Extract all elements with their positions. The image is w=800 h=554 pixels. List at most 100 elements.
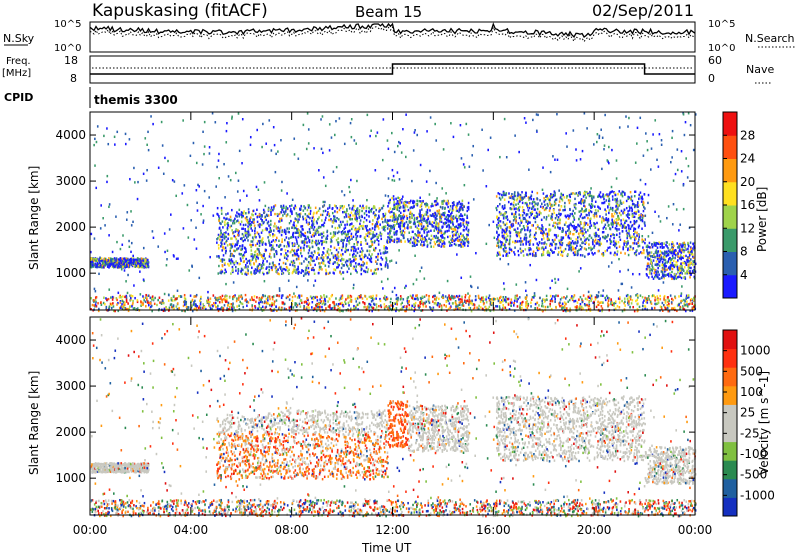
data-point: [596, 242, 599, 245]
data-point: [668, 258, 670, 261]
data-point: [269, 244, 271, 247]
data-point: [447, 218, 450, 222]
data-point: [495, 195, 498, 198]
data-point: [244, 216, 247, 220]
data-point: [463, 183, 466, 187]
data-point: [263, 220, 265, 224]
data-point: [535, 278, 538, 282]
data-point: [349, 218, 352, 221]
data-point: [322, 223, 325, 227]
data-point: [219, 221, 221, 225]
data-point: [515, 221, 517, 224]
data-point: [499, 241, 502, 244]
data-point: [502, 229, 505, 232]
data-point: [403, 227, 406, 230]
data-point: [578, 201, 580, 205]
data-point: [300, 262, 303, 265]
data-point: [353, 208, 355, 212]
data-point: [514, 134, 516, 137]
data-point: [409, 217, 411, 220]
data-point: [293, 252, 296, 255]
data-point: [510, 195, 513, 198]
data-point: [250, 223, 253, 227]
data-point: [350, 246, 353, 249]
data-point: [273, 207, 275, 210]
data-point: [671, 270, 673, 274]
data-point: [221, 258, 224, 261]
data-point: [651, 269, 654, 272]
data-point: [339, 271, 341, 274]
data-point: [638, 235, 641, 239]
data-point: [560, 249, 562, 252]
data-point: [657, 250, 660, 253]
data-point: [95, 186, 98, 190]
data-point: [241, 268, 244, 272]
data-point: [516, 232, 518, 235]
data-point: [443, 211, 446, 215]
data-point: [417, 215, 419, 219]
data-point: [240, 267, 243, 271]
data-point: [374, 224, 376, 227]
data-point: [554, 191, 556, 195]
data-point: [689, 270, 691, 273]
data-point: [359, 204, 361, 208]
data-point: [656, 255, 658, 259]
data-point: [106, 180, 108, 184]
data-point: [384, 250, 387, 253]
data-point: [250, 227, 252, 230]
data-point: [396, 204, 399, 207]
data-point: [391, 227, 393, 230]
data-point: [402, 217, 405, 220]
data-point: [342, 239, 345, 242]
data-point: [244, 231, 247, 235]
data-point: [262, 266, 264, 270]
data-point: [669, 256, 671, 260]
data-point: [439, 217, 441, 220]
data-point: [529, 229, 532, 232]
data-point: [163, 232, 166, 235]
data-point: [669, 266, 672, 270]
data-point: [300, 234, 303, 237]
data-point: [548, 228, 550, 231]
data-point: [385, 251, 387, 254]
data-point: [372, 235, 375, 239]
data-point: [130, 262, 133, 265]
data-point: [500, 241, 503, 244]
data-point: [625, 199, 628, 203]
data-point: [547, 233, 549, 236]
data-point: [462, 240, 465, 243]
data-point: [540, 218, 543, 222]
data-point: [580, 248, 582, 251]
data-point: [426, 224, 429, 228]
data-point: [136, 262, 139, 265]
data-point: [603, 144, 606, 147]
data-point: [656, 242, 658, 245]
data-point: [370, 229, 372, 232]
data-point: [263, 279, 266, 283]
data-point: [630, 236, 632, 240]
data-point: [227, 221, 229, 225]
data-point: [337, 243, 340, 246]
data-point: [275, 225, 277, 228]
data-point: [259, 214, 262, 217]
data-point: [666, 273, 669, 276]
data-point: [120, 262, 123, 265]
data-point: [328, 204, 331, 207]
data-point: [552, 240, 555, 243]
data-point: [457, 244, 460, 247]
data-point: [531, 252, 534, 256]
data-point: [590, 246, 592, 249]
data-point: [370, 207, 373, 211]
data-point: [396, 237, 398, 240]
data-point: [318, 216, 320, 219]
data-point: [506, 215, 509, 218]
data-point: [275, 238, 277, 242]
data-point: [505, 216, 507, 220]
data-point: [506, 226, 509, 229]
data-point: [402, 234, 404, 237]
data-point: [502, 213, 504, 217]
data-point: [451, 207, 454, 210]
data-point: [294, 236, 297, 239]
data-point: [403, 231, 406, 234]
data-point: [386, 247, 388, 250]
